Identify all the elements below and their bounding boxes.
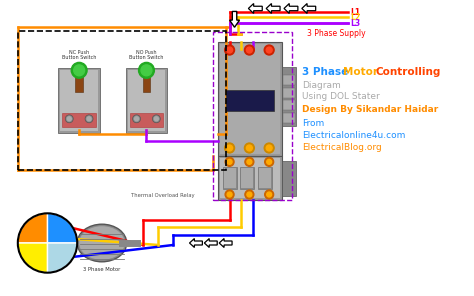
Circle shape	[141, 65, 152, 76]
Bar	[282, 161, 296, 195]
Bar	[219, 158, 280, 199]
Bar	[128, 70, 165, 131]
Text: L3: L3	[350, 19, 360, 28]
Bar	[143, 68, 150, 91]
Bar	[224, 168, 236, 188]
Text: NC Push
Button Switch: NC Push Button Switch	[62, 50, 96, 60]
Circle shape	[267, 192, 272, 197]
Text: L1: L1	[350, 8, 360, 17]
Circle shape	[246, 145, 252, 151]
Circle shape	[225, 157, 234, 166]
Circle shape	[153, 115, 160, 123]
Bar	[223, 167, 237, 189]
Text: NO Push
Button Switch: NO Push Button Switch	[129, 50, 164, 60]
Wedge shape	[18, 243, 47, 273]
Bar	[258, 167, 272, 189]
Circle shape	[266, 145, 272, 151]
Circle shape	[227, 47, 233, 53]
Circle shape	[266, 47, 272, 53]
Circle shape	[227, 145, 233, 151]
Bar	[218, 42, 282, 156]
Circle shape	[225, 190, 234, 199]
Circle shape	[85, 115, 93, 123]
Text: 3 Phase Supply: 3 Phase Supply	[307, 29, 366, 38]
Bar	[282, 67, 296, 126]
Polygon shape	[219, 239, 232, 247]
Circle shape	[71, 62, 87, 78]
Circle shape	[135, 117, 138, 121]
Bar	[75, 68, 83, 91]
Bar	[283, 113, 295, 123]
Circle shape	[245, 45, 255, 55]
Bar	[18, 31, 226, 170]
Text: L2: L2	[350, 13, 360, 22]
Circle shape	[264, 143, 274, 153]
Bar	[60, 70, 98, 131]
Bar	[63, 113, 96, 127]
Bar	[226, 90, 274, 111]
Bar	[259, 168, 271, 188]
Circle shape	[264, 157, 273, 166]
Text: Controlling: Controlling	[375, 67, 440, 77]
Polygon shape	[248, 4, 262, 13]
Circle shape	[87, 117, 91, 121]
Circle shape	[227, 192, 232, 197]
Ellipse shape	[79, 226, 125, 260]
Bar	[58, 68, 100, 133]
Circle shape	[138, 62, 155, 78]
Polygon shape	[229, 12, 239, 27]
Text: ElectricalBlog.org: ElectricalBlog.org	[302, 143, 382, 152]
Circle shape	[227, 159, 232, 164]
Circle shape	[245, 190, 254, 199]
Bar	[219, 44, 280, 154]
Bar	[218, 156, 282, 200]
Bar	[126, 68, 167, 133]
Circle shape	[264, 45, 274, 55]
Text: 3 Phase Motor: 3 Phase Motor	[83, 267, 120, 272]
Circle shape	[246, 47, 252, 53]
Polygon shape	[284, 4, 298, 13]
Circle shape	[247, 159, 252, 164]
Circle shape	[133, 115, 140, 123]
Text: Diagram: Diagram	[302, 81, 341, 90]
Bar	[283, 101, 295, 110]
Circle shape	[245, 143, 255, 153]
Text: Electricalonline4u.com: Electricalonline4u.com	[302, 131, 405, 140]
Bar	[283, 88, 295, 97]
Circle shape	[65, 115, 73, 123]
Circle shape	[225, 143, 235, 153]
Circle shape	[67, 117, 71, 121]
Wedge shape	[18, 213, 47, 243]
Text: Motor: Motor	[343, 67, 382, 77]
Circle shape	[245, 157, 254, 166]
Bar	[129, 113, 163, 127]
Polygon shape	[204, 239, 217, 247]
Circle shape	[267, 159, 272, 164]
Polygon shape	[302, 4, 316, 13]
Ellipse shape	[77, 224, 127, 262]
Polygon shape	[190, 239, 202, 247]
Text: From: From	[302, 119, 324, 128]
Bar	[283, 75, 295, 85]
Circle shape	[225, 45, 235, 55]
Wedge shape	[47, 243, 77, 273]
Wedge shape	[47, 213, 77, 243]
Text: 3 Phase: 3 Phase	[302, 67, 352, 77]
Circle shape	[74, 65, 85, 76]
Bar	[241, 168, 253, 188]
Bar	[213, 32, 292, 200]
Text: Contactor: Contactor	[237, 106, 264, 111]
Text: Using DOL Stater: Using DOL Stater	[302, 92, 380, 102]
Circle shape	[264, 190, 273, 199]
Polygon shape	[266, 4, 280, 13]
Bar	[240, 167, 255, 189]
Circle shape	[247, 192, 252, 197]
Text: Design By Sikandar Haidar: Design By Sikandar Haidar	[302, 105, 438, 114]
Text: Thermal Overload Relay: Thermal Overload Relay	[131, 193, 195, 198]
Circle shape	[155, 117, 158, 121]
